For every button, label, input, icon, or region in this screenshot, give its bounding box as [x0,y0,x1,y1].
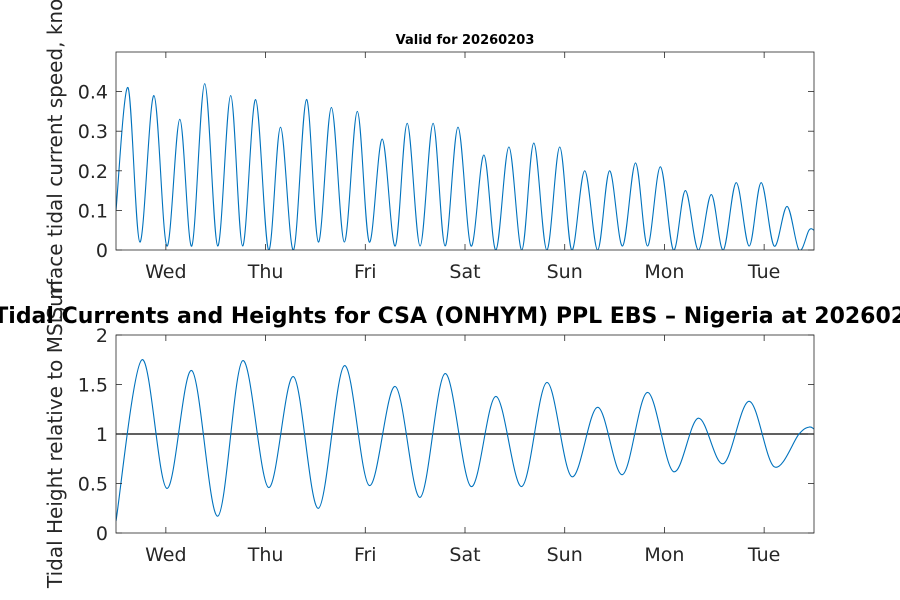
current-speed-xtick-label: Fri [354,261,377,283]
current-speed-panel: Valid for 20260203 Surface tidal current… [43,0,815,320]
current-speed-xtick-label: Sat [449,261,480,283]
current-speed-xtick-label: Mon [644,261,684,283]
tidal-height-xtick-label: Tue [747,544,780,566]
tidal-height-xtick-label: Sun [547,544,583,566]
current-speed-ytick-label: 0.4 [78,82,108,104]
current-speed-title: Valid for 20260203 [396,33,535,48]
tidal-height-ytick-label: 0.5 [78,474,108,496]
tidal-height-xtick-label: Thu [247,544,284,566]
current-speed-plot-area [116,52,814,250]
tidal-height-series-line-0 [116,359,814,522]
tidal-height-panel: Tidal Height relative to MSL, m 0 0.5 1 1.5… [43,280,815,589]
tidal-height-ytick-label: 2 [96,325,108,347]
current-speed-series-line-0 [116,83,814,250]
current-speed-ytick-label: 0 [96,240,108,262]
tidal-height-xtick-label: Wed [145,544,186,566]
current-speed-ytick-label: 0.3 [78,121,108,143]
current-speed-xtick-label: Thu [247,261,284,283]
tidal-height-ylabel: Tidal Height relative to MSL, m [43,280,67,589]
current-speed-ytick-label: 0.1 [78,200,108,222]
current-speed-ylabel: Surface tidal current speed, knots [43,0,67,320]
tidal-height-xtick-label: Mon [644,544,684,566]
current-speed-xtick-label: Tue [747,261,780,283]
tidal-height-xtick-label: Sat [449,544,480,566]
tidal-height-ytick-label: 1 [96,424,108,446]
current-speed-ytick-label: 0.2 [78,161,108,183]
main-title: Tidal Currents and Heights for CSA (ONHY… [0,304,900,329]
current-speed-xtick-label: Sun [547,261,583,283]
current-speed-xtick-label: Wed [145,261,186,283]
tidal-height-ytick-label: 1.5 [78,375,108,397]
tidal-height-xtick-label: Fri [354,544,377,566]
tidal-height-ytick-label: 0 [96,523,108,545]
